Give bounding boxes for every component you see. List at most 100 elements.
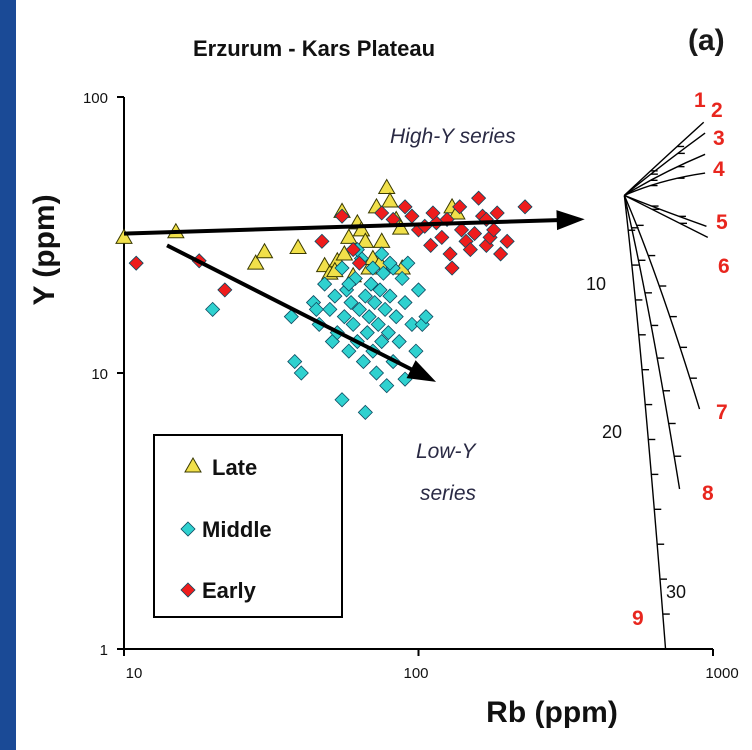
data-point-middle [379,378,395,394]
data-point-middle [317,276,333,292]
legend-marker-early [180,582,196,598]
legend-label-middle: Middle [202,517,272,542]
data-point-early [374,205,390,221]
data-point-middle [361,309,377,325]
data-point-early [334,208,350,224]
model-curve-number: 1 [694,89,706,112]
model-curve-1 [623,121,705,196]
melt-percent-label: 10 [586,274,606,294]
model-curve-9 [623,195,667,650]
trend-arrows [123,210,585,382]
data-point-middle [372,282,388,298]
y-tick-label: 10 [91,366,108,383]
data-point-middle [418,309,434,325]
legend-label-late: Late [212,455,257,480]
data-point-middle [400,255,416,271]
model-curve-7 [623,195,701,410]
data-point-early [397,199,413,215]
model-curve-6 [624,194,709,239]
data-point-early [217,282,233,298]
model-curve-number: 6 [718,255,730,278]
data-point-middle [322,301,338,317]
data-point-middle [394,270,410,287]
chart-panel: Erzurum - Kars Plateau (a) 100 10 1 10 1… [16,0,752,750]
data-point-middle [341,343,357,359]
data-points [115,178,533,420]
data-point-early [466,226,483,242]
data-point-middle [293,365,309,381]
data-point-middle [351,301,367,317]
data-point-early [453,222,470,238]
data-point-middle [283,309,299,325]
model-curve-number: 3 [713,127,725,150]
data-point-late [356,232,375,248]
data-point-early [351,255,367,271]
data-point-early [425,205,441,221]
legend-marker-late [184,456,202,473]
low-y-series-label-line2: series [420,482,477,505]
data-point-middle [308,301,324,317]
model-curve-4 [624,172,706,197]
legend: Late Middle Early [153,434,343,618]
data-point-early [423,237,439,253]
data-point-late [246,254,265,270]
trend-arrow-head [406,360,437,382]
data-point-middle [382,288,398,304]
data-point-early [442,246,458,262]
model-curve-3 [623,153,706,197]
data-point-early [489,205,505,221]
legend-markers [180,456,202,598]
model-curve-2 [623,132,706,196]
data-point-middle [365,260,381,276]
trend-arrow-shaft [123,217,579,236]
data-point-early [434,229,450,245]
model-curve-number: 4 [713,158,725,181]
data-point-early [128,255,144,271]
y-axis-label: Y (ppm) [28,194,61,305]
x-tick-label: 1000 [705,665,738,682]
data-point-middle [355,354,371,370]
melt-percent-label: 20 [602,422,622,442]
panel-label: (a) [688,24,725,57]
model-curve-8 [623,195,681,490]
data-point-late [335,244,354,261]
data-point-middle [370,316,386,332]
data-point-middle [408,343,424,359]
y-tick-label: 100 [83,90,108,107]
legend-label-early: Early [202,578,257,603]
data-point-early [452,199,468,215]
data-point-middle [357,404,373,420]
data-point-middle [343,294,359,311]
trend-arrow-shaft [166,243,432,381]
data-point-middle [377,301,393,317]
data-point-early [462,242,478,258]
data-point-middle [359,325,375,341]
data-point-middle [287,354,303,370]
data-point-early [314,233,330,249]
data-point-early [499,233,515,249]
data-point-late [352,220,371,237]
data-point-middle [404,316,420,332]
model-curve-number: 7 [716,401,728,424]
model-curve-number: 9 [632,607,644,630]
data-point-middle [397,294,413,311]
data-point-middle [410,282,427,298]
data-point-middle [336,309,352,325]
data-point-early [486,222,502,238]
data-point-late [381,191,399,208]
data-point-early [345,242,361,258]
data-point-late [377,178,396,195]
legend-marker-middle [180,521,196,537]
data-point-early [444,260,460,276]
data-point-early [493,246,509,262]
data-point-middle [382,255,398,271]
data-point-late [289,238,307,254]
data-point-middle [374,333,390,350]
data-point-late [255,242,274,259]
data-point-middle [334,260,350,276]
data-point-middle [368,365,385,381]
data-point-early [517,199,533,215]
trend-arrow-head [556,210,585,231]
data-point-middle [205,301,221,317]
data-point-middle [357,288,373,304]
